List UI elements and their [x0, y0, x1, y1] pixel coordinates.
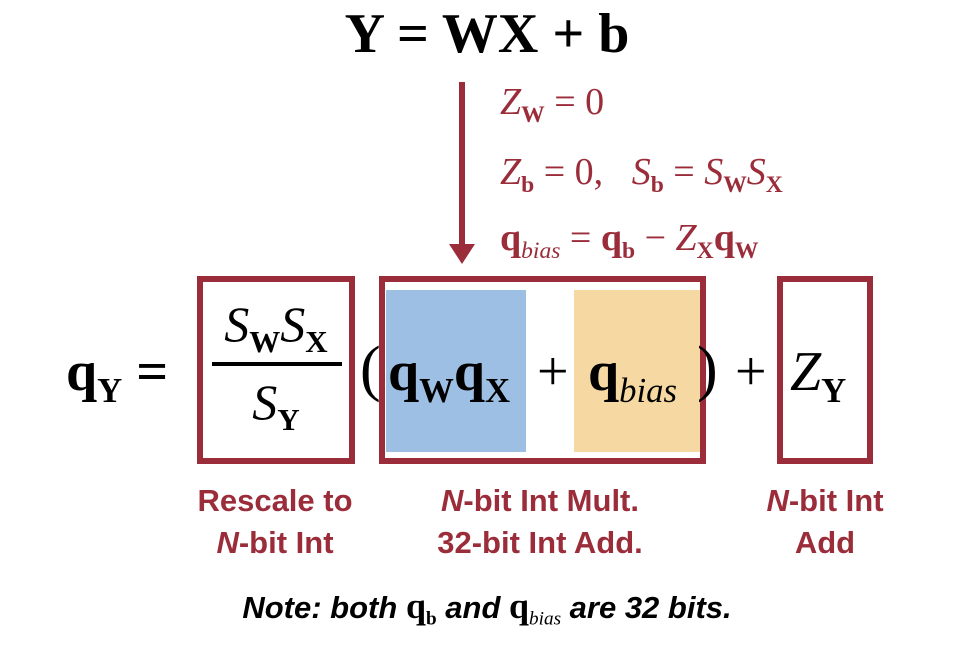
plus-sign-right: +	[735, 341, 767, 403]
paren-open: (	[360, 335, 381, 403]
plus-sign: +	[537, 341, 569, 403]
fraction-numerator: SWSX	[224, 296, 328, 359]
zero-point-box	[777, 276, 873, 464]
zero-point-zy: ZY	[790, 341, 847, 411]
main-equation: Y = WX + b	[344, 3, 630, 65]
qw-qx-product: qWqX	[388, 341, 511, 411]
q-bias-term: qbias	[588, 341, 678, 411]
note: Note: both qb and qbias are 32 bits.	[242, 586, 732, 630]
caption-int-add: N-bit Int Add	[766, 483, 884, 560]
condition-zw: ZW = 0	[500, 81, 605, 129]
condition-qbias: qbias = qb − ZXqW	[500, 217, 759, 265]
bias-highlight	[574, 290, 700, 452]
fraction-bar	[212, 362, 342, 366]
fraction-denominator: SY	[252, 374, 300, 437]
condition-zb-sb: Zb = 0, Sb = SWSX	[500, 151, 783, 199]
paren-close: )	[697, 335, 718, 403]
caption-rescale: Rescale to N-bit Int	[197, 483, 353, 560]
arrow-down-icon	[449, 244, 475, 264]
caption-mult-add: N-bit Int Mult. 32-bit Int Add.	[437, 483, 643, 560]
lhs-qy: qY =	[66, 341, 169, 411]
multiply-highlight	[386, 290, 526, 452]
rescale-box	[197, 276, 355, 464]
arrow-shaft	[459, 82, 465, 252]
mult-add-box	[379, 276, 706, 464]
